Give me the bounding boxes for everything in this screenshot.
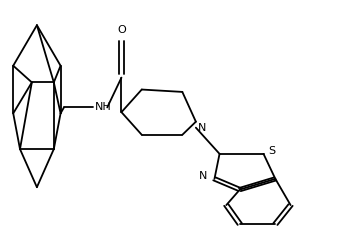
Text: N: N bbox=[197, 123, 206, 133]
Text: O: O bbox=[117, 25, 126, 35]
Text: N: N bbox=[199, 172, 208, 181]
Text: NH: NH bbox=[94, 102, 111, 112]
Text: S: S bbox=[269, 147, 276, 156]
